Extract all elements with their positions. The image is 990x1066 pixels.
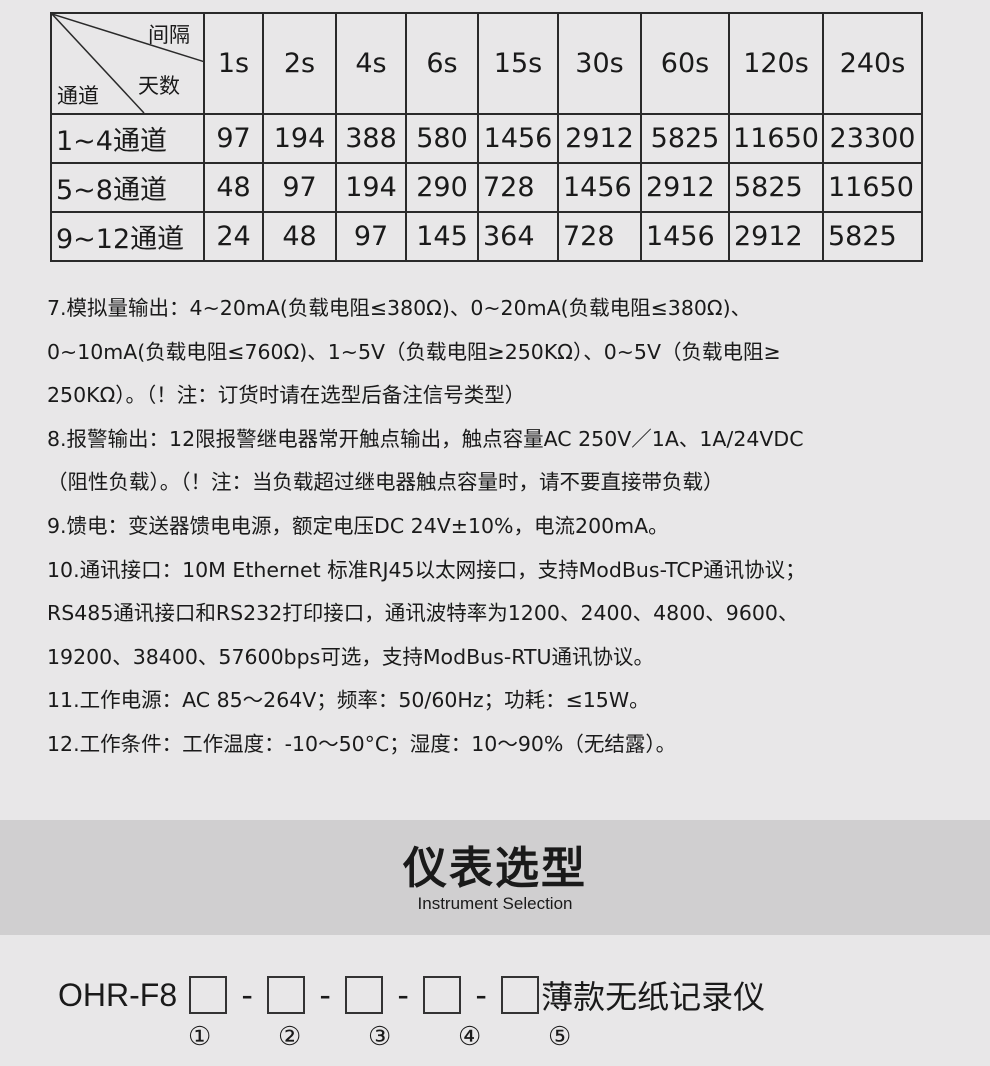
row-label: 9~12通道 (50, 211, 205, 262)
option-slot-5 (501, 976, 540, 1014)
table-cell: 2912 (557, 113, 642, 164)
slot-number: ① (188, 1022, 212, 1052)
table-cell: 145 (405, 211, 479, 262)
interval-label: 间隔 (148, 23, 190, 47)
separator: - (475, 976, 487, 1014)
column-header: 120s (728, 12, 824, 115)
table-cell: 1456 (640, 211, 730, 262)
spec-list: 7.模拟量输出：4~20mA(负载电阻≤380Ω)、0~20mA(负载电阻≤38… (47, 287, 947, 767)
table-cell: 5825 (822, 211, 923, 262)
option-slot-2 (267, 976, 306, 1014)
slot-number: ④ (458, 1022, 482, 1052)
table-cell: 5825 (640, 113, 730, 164)
days-label: 天数 (138, 74, 180, 98)
storage-days-table: 间隔 天数 通道 1s 2s 4s 6s 15s 30s 60s 120s 24… (50, 12, 923, 262)
table-cell: 1456 (557, 162, 642, 213)
table-header-row: 间隔 天数 通道 1s 2s 4s 6s 15s 30s 60s 120s 24… (50, 12, 923, 115)
section-title: 仪表选型 (403, 843, 587, 894)
channel-label: 通道 (57, 84, 99, 108)
column-header: 6s (405, 12, 479, 115)
option-slot-3 (345, 976, 384, 1014)
column-header: 60s (640, 12, 730, 115)
table-cell: 97 (262, 162, 337, 213)
spec-line: 7.模拟量输出：4~20mA(负载电阻≤380Ω)、0~20mA(负载电阻≤38… (47, 296, 752, 320)
spec-line: 19200、38400、57600bps可选，支持ModBus-RTU通讯协议。 (47, 644, 655, 669)
spec-line: 10.通讯接口：10M Ethernet 标准RJ45以太网接口，支持ModBu… (47, 557, 806, 582)
spec-line: 9.馈电：变送器馈电电源，额定电压DC 24V±10%，电流200mA。 (47, 513, 669, 538)
table-cell: 364 (477, 211, 559, 262)
table-row: 5~8通道 48 97 194 290 728 1456 2912 5825 11650 (50, 162, 923, 213)
row-label: 1~4通道 (50, 113, 205, 164)
table-cell: 97 (203, 113, 264, 164)
slot-number: ⑤ (548, 1022, 572, 1052)
column-header: 4s (335, 12, 407, 115)
table-cell: 23300 (822, 113, 923, 164)
separator: - (241, 976, 253, 1014)
section-banner: 仪表选型 Instrument Selection (0, 820, 990, 935)
table-cell: 11650 (728, 113, 824, 164)
table-cell: 5825 (728, 162, 824, 213)
table-cell: 11650 (822, 162, 923, 213)
row-label: 5~8通道 (50, 162, 205, 213)
model-code: OHR-F8 - - - - 薄款无纸记录仪 (58, 975, 766, 1016)
table-cell: 194 (335, 162, 407, 213)
option-slot-1 (189, 976, 228, 1014)
table-cell: 2912 (728, 211, 824, 262)
table-cell: 1456 (477, 113, 559, 164)
table-row: 9~12通道 24 48 97 145 364 728 1456 2912 5825 (50, 211, 923, 262)
column-header: 15s (477, 12, 559, 115)
table-cell: 194 (262, 113, 337, 164)
table-cell: 48 (203, 162, 264, 213)
table-cell: 728 (557, 211, 642, 262)
section-subtitle: Instrument Selection (417, 894, 573, 913)
spec-line: 0~10mA(负载电阻≤760Ω)、1~5V（负载电阻≥250KΩ）、0~5V（… (47, 339, 781, 364)
model-prefix: OHR-F8 (58, 976, 178, 1013)
table-cell: 2912 (640, 162, 730, 213)
model-suffix: 薄款无纸记录仪 (541, 978, 766, 1016)
separator: - (319, 976, 331, 1014)
spec-line: 8.报警输出：12限报警继电器常开触点输出，触点容量AC 250V／1A、1A/… (47, 426, 804, 451)
spec-line: 12.工作条件：工作温度：-10～50°C；湿度：10～90%（无结露）。 (47, 731, 677, 756)
table-cell: 728 (477, 162, 559, 213)
table-cell: 580 (405, 113, 479, 164)
spec-line: 250KΩ）。（！注：订货时请在选型后备注信号类型） (47, 383, 526, 408)
table-cell: 388 (335, 113, 407, 164)
separator: - (397, 976, 409, 1014)
diagonal-lines (53, 15, 202, 112)
table-cell: 48 (262, 211, 337, 262)
table-cell: 97 (335, 211, 407, 262)
slot-number: ② (278, 1022, 302, 1052)
spec-line: （阻性负载）。（！注：当负载超过继电器触点容量时，请不要直接带负载） (47, 470, 724, 495)
column-header: 240s (822, 12, 923, 115)
table-cell: 24 (203, 211, 264, 262)
column-header: 1s (203, 12, 264, 115)
spec-line: RS485通讯接口和RS232打印接口，通讯波特率为1200、2400、4800… (47, 601, 799, 626)
table-cell: 290 (405, 162, 479, 213)
option-slot-4 (423, 976, 462, 1014)
spec-line: 11.工作电源：AC 85～264V；频率：50/60Hz；功耗：≤15W。 (47, 688, 650, 713)
column-header: 2s (262, 12, 337, 115)
slot-number: ③ (368, 1022, 392, 1052)
column-header: 30s (557, 12, 642, 115)
table-row: 1~4通道 97 194 388 580 1456 2912 5825 11650 23300 (50, 113, 923, 164)
diagonal-header-cell: 间隔 天数 通道 (50, 12, 205, 115)
